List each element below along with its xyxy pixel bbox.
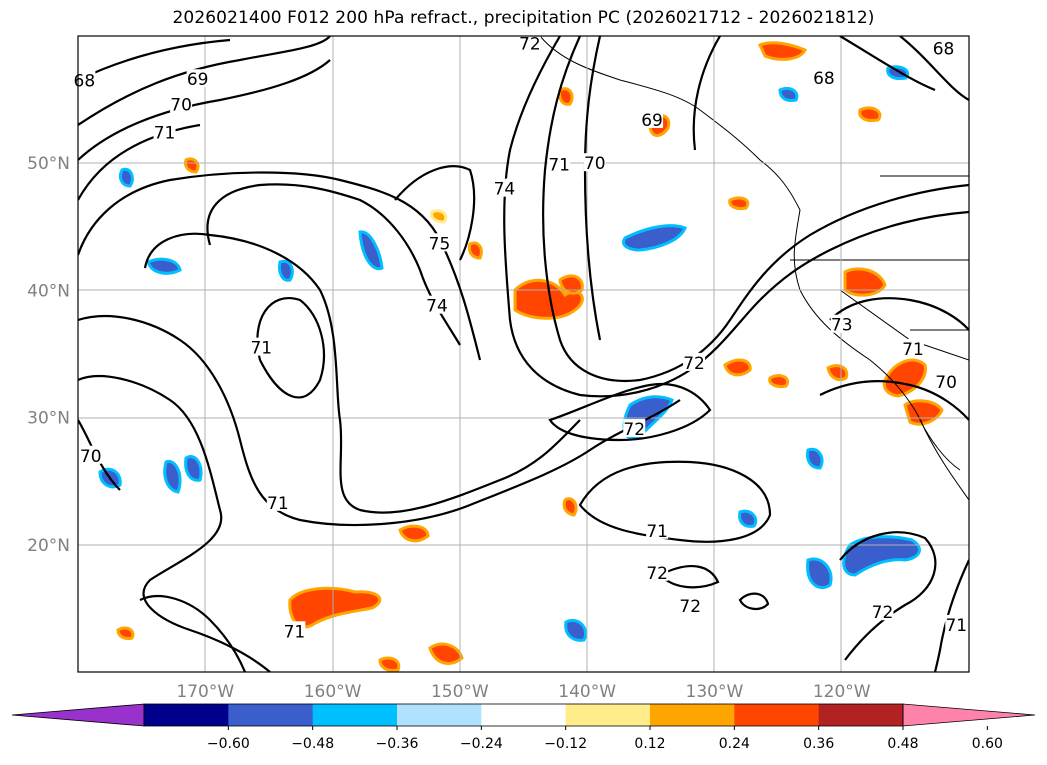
lat-tick-label: 50°N (27, 154, 70, 174)
contour-label-bg (548, 154, 571, 173)
contour-label: 73 (831, 316, 853, 336)
contour-label-bg (170, 94, 193, 113)
latitude-labels: 50°N 40°N 30°N 20°N (27, 154, 70, 556)
lon-tick-label: 120°W (813, 682, 871, 702)
lat-tick-label: 40°N (27, 281, 70, 301)
colorbar: −0.60 −0.48 −0.36 −0.24 −0.12 0.12 0.24 0.36 0.4… (11, 703, 1036, 752)
colorbar-segment (650, 704, 735, 726)
contour-label-bg (250, 337, 273, 356)
coastlines (539, 36, 969, 501)
lon-tick-label: 140°W (558, 682, 616, 702)
colorbar-extend-low (11, 703, 145, 727)
contour-label-bg (425, 295, 448, 314)
contour-label: 68 (933, 40, 955, 60)
contour-label: 72 (872, 603, 894, 623)
colorbar-tick-label: 0.48 (887, 736, 918, 752)
colorbar-tick-label: −0.12 (544, 736, 587, 752)
colorbar-segment (397, 704, 482, 726)
colorbar-tick-label: −0.60 (207, 736, 250, 752)
plot-area (78, 36, 969, 672)
colorbar-tick-label: 0.12 (634, 736, 665, 752)
contour-label-bg (901, 338, 924, 357)
colorbar-frame (143, 703, 904, 727)
contour-label: 74 (494, 180, 516, 200)
contour-label: 68 (74, 72, 96, 92)
contour-label: 71 (250, 339, 272, 359)
colorbar-segment (734, 704, 820, 726)
contour-label-bg (73, 70, 96, 89)
contour-label-bg (646, 562, 669, 581)
colorbar-tick-label: 0.60 (972, 736, 1003, 752)
contour-label: 71 (646, 522, 668, 542)
contour-label: 72 (683, 354, 705, 374)
lon-tick-label: 170°W (176, 682, 234, 702)
contour-label: 72 (679, 597, 701, 617)
contour-label: 70 (170, 96, 192, 116)
contour-labels: 68 69 70 71 72 74 75 74 71 70 69 68 68 71 72 72 73 71 70 70… (73, 33, 968, 642)
map-title: 2026021400 F012 200 hPa refract., precip… (172, 8, 875, 28)
contour-label: 70 (935, 373, 957, 393)
contour-label-bg (518, 33, 541, 52)
contour-label: 68 (813, 69, 835, 89)
longitude-labels: 170°W 160°W 150°W 140°W 130°W 120°W (176, 682, 870, 702)
contour-label: 70 (584, 154, 606, 174)
contour-label-bg (683, 352, 706, 371)
lon-tick-label: 130°W (686, 682, 744, 702)
colorbar-segment (144, 704, 229, 726)
contour-label: 70 (80, 447, 102, 467)
colorbar-tick-label: −0.36 (376, 736, 419, 752)
contour-label-bg (641, 109, 664, 128)
contour-label: 69 (641, 111, 663, 131)
colorbar-tick-label: 0.36 (803, 736, 834, 752)
colorbar-segment (818, 704, 904, 726)
contour-label: 69 (187, 70, 209, 90)
contour-label: 71 (902, 340, 924, 360)
contour-label-bg (186, 69, 209, 88)
contour-label: 71 (267, 494, 289, 514)
lat-tick-label: 30°N (27, 409, 70, 429)
contour-label-bg (266, 492, 289, 511)
contour-label-bg (623, 419, 646, 438)
gridlines (78, 36, 969, 672)
contour-label-bg (830, 314, 853, 333)
lon-tick-label: 150°W (431, 682, 489, 702)
colorbar-segment (481, 704, 567, 726)
contour-label-bg (871, 602, 894, 621)
contour-label-bg (646, 520, 669, 539)
colorbar-tick-label: 0.24 (719, 736, 750, 752)
plot-frame (77, 35, 970, 673)
contour-label-bg (493, 178, 516, 197)
contour-label: 72 (519, 35, 541, 55)
colorbar-segment (312, 704, 398, 726)
contour-label: 75 (429, 234, 451, 254)
colorbar-segment (565, 704, 651, 726)
colorbar-tick-label: −0.24 (460, 736, 503, 752)
contour-label: 72 (646, 564, 668, 584)
contour-label-bg (79, 445, 102, 464)
contour-label: 71 (284, 622, 306, 642)
contour-label-bg (583, 153, 606, 172)
lat-tick-label: 20°N (27, 536, 70, 556)
contour-label-bg (935, 371, 958, 390)
colorbar-segment (228, 704, 314, 726)
contour-label-bg (812, 67, 835, 86)
colorbar-tick-label: −0.48 (291, 736, 334, 752)
lon-tick-label: 160°W (304, 682, 362, 702)
contour-label-bg (945, 614, 968, 633)
contour-label: 71 (945, 616, 967, 636)
contour-label-bg (153, 122, 176, 141)
contour-label-bg (679, 595, 702, 614)
contour-label: 71 (548, 155, 570, 175)
contour-label-bg (428, 233, 451, 252)
contour-label-bg (932, 38, 955, 57)
colorbar-extend-high (902, 703, 1036, 727)
contour-label: 72 (623, 420, 645, 440)
contour-label: 74 (426, 297, 448, 317)
contour-label: 71 (154, 124, 176, 144)
refractivity-contours (78, 36, 969, 672)
contour-label-bg (283, 621, 306, 640)
